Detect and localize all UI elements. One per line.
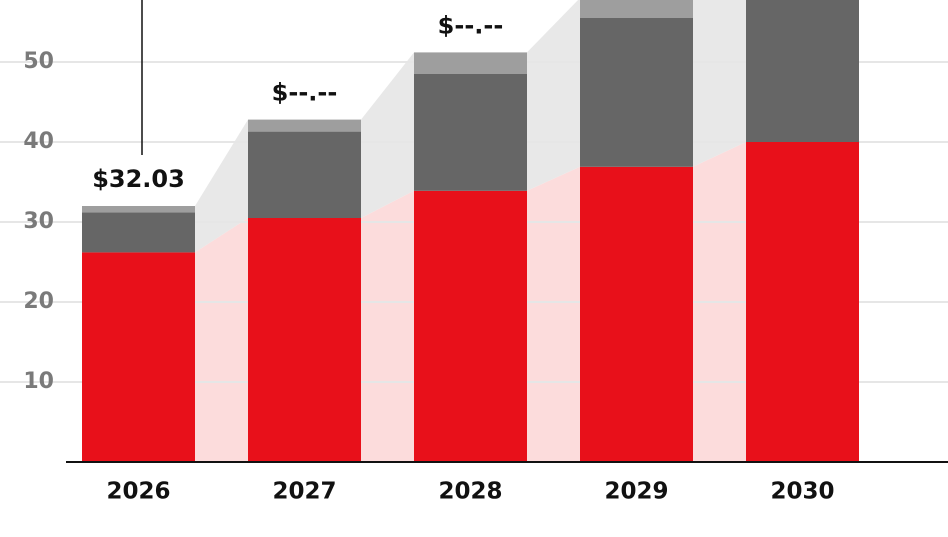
bar-segment	[580, 0, 693, 18]
total-label: $32.03	[92, 165, 185, 193]
bar-segment	[580, 18, 693, 167]
x-tick-label: 2028	[438, 479, 502, 505]
connector-upper	[361, 52, 414, 219]
connector-lower	[195, 218, 248, 462]
bar-segment	[746, 0, 859, 142]
x-tick-label: 2030	[770, 479, 834, 505]
y-tick-label: 50	[23, 49, 54, 74]
bars	[82, 0, 859, 463]
bar-segment	[580, 166, 693, 463]
x-tick-label: 2027	[272, 479, 336, 505]
total-label: $--.--	[272, 79, 338, 107]
connector-upper	[527, 0, 580, 191]
bar-segment	[414, 52, 527, 74]
bar-segment	[248, 218, 361, 462]
bar-segment	[746, 142, 859, 462]
y-tick-label: 10	[23, 369, 54, 394]
bar-segment	[248, 119, 361, 132]
total-label: $--.--	[438, 11, 504, 39]
connector-upper	[195, 119, 248, 253]
bar-segment	[82, 252, 195, 462]
bar-segment	[414, 190, 527, 463]
connector-lower	[361, 190, 414, 463]
connector-lower	[527, 166, 580, 463]
bar-segment	[82, 206, 195, 213]
x-tick-label: 2026	[106, 479, 170, 505]
x-tick-label: 2029	[604, 479, 668, 505]
y-tick-label: 20	[23, 289, 54, 314]
y-tick-label: 40	[23, 129, 54, 154]
bar-segment	[414, 74, 527, 191]
connector-upper	[693, 0, 746, 167]
y-tick-label: 30	[23, 209, 54, 234]
bar-segment	[248, 131, 361, 218]
bar-segment	[82, 212, 195, 253]
